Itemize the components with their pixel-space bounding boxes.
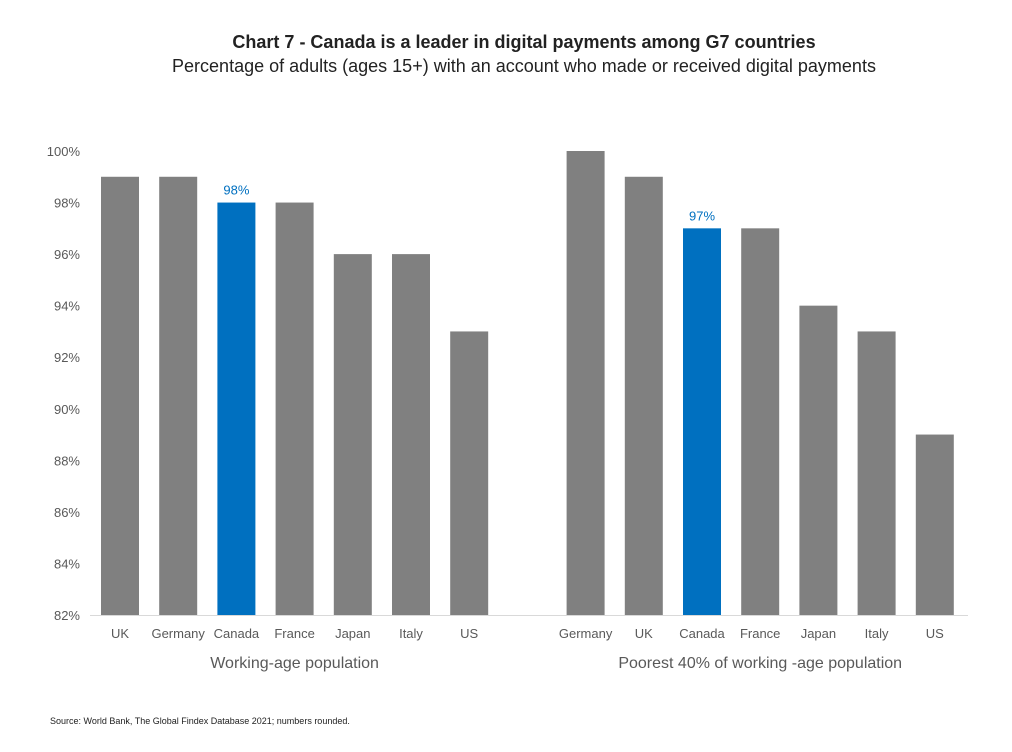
y-tick-label: 92% (54, 350, 80, 365)
bar-us (450, 331, 489, 615)
y-tick-label: 98% (54, 196, 80, 211)
bar-uk (624, 176, 663, 615)
bar-france (275, 202, 314, 616)
y-tick-label: 96% (54, 247, 80, 262)
y-tick-label: 84% (54, 556, 80, 571)
x-tick-label: France (740, 626, 780, 641)
bar-japan (799, 305, 838, 615)
x-tick-label: US (926, 626, 944, 641)
chart-subtitle: Percentage of adults (ages 15+) with an … (172, 56, 876, 76)
bar-japan (333, 254, 372, 615)
bar-germany (159, 176, 198, 615)
y-tick-label: 88% (54, 453, 80, 468)
x-tick-label: Canada (679, 626, 725, 641)
chart-title: Chart 7 - Canada is a leader in digital … (232, 32, 815, 52)
bar-uk (101, 176, 139, 615)
bar-canada (217, 202, 256, 616)
y-tick-label: 94% (54, 299, 80, 314)
x-tick-label: UK (111, 626, 129, 641)
x-tick-label: Italy (399, 626, 423, 641)
x-tick-label: US (460, 626, 478, 641)
y-tick-label: 90% (54, 402, 80, 417)
x-tick-label: Germany (559, 626, 613, 641)
x-tick-label: Germany (151, 626, 205, 641)
group-label: Poorest 40% of working -age population (618, 655, 902, 672)
x-tick-label: UK (635, 626, 653, 641)
x-tick-label: Canada (214, 626, 260, 641)
bar-canada (683, 228, 721, 616)
bar-france (741, 228, 780, 616)
y-tick-label: 82% (54, 608, 80, 623)
group-label: Working-age population (210, 655, 379, 672)
bar-us (915, 434, 954, 615)
data-label: 97% (689, 208, 715, 223)
x-tick-label: France (274, 626, 314, 641)
bar-germany (566, 151, 605, 615)
data-label: 98% (223, 183, 249, 198)
bar-italy (392, 254, 430, 615)
x-tick-label: Japan (335, 626, 370, 641)
x-tick-label: Italy (865, 626, 889, 641)
y-tick-label: 86% (54, 505, 80, 520)
x-tick-label: Japan (801, 626, 836, 641)
y-tick-label: 100% (47, 144, 81, 159)
source-note: Source: World Bank, The Global Findex Da… (50, 716, 350, 726)
bar-italy (857, 331, 896, 615)
